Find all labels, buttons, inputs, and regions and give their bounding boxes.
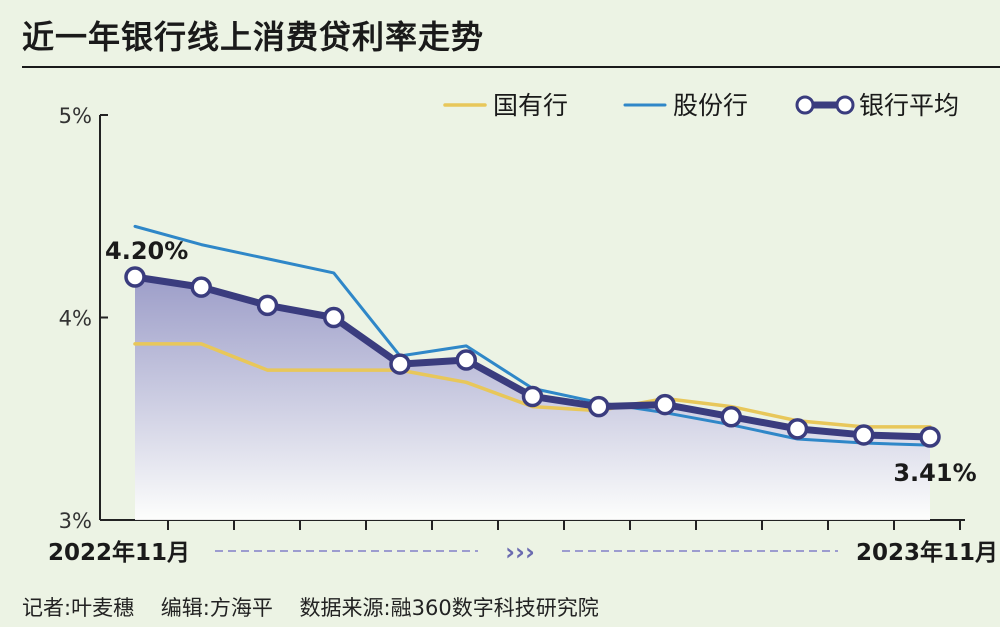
average-point	[654, 393, 676, 416]
data-label: 3.41%	[893, 459, 976, 487]
x-start-label: 2022年11月	[48, 539, 190, 566]
legend-average: 银行平均	[795, 91, 959, 120]
average-point	[588, 395, 610, 418]
page-title: 近一年银行线上消费贷利率走势	[22, 18, 485, 56]
average-point	[455, 349, 477, 371]
y-tick-label: 5%	[59, 104, 92, 128]
average-point	[190, 276, 212, 298]
legend-state-banks: 国有行	[443, 91, 568, 120]
average-point	[256, 294, 279, 317]
average-point	[124, 266, 146, 288]
legend-label: 国有行	[493, 91, 568, 120]
x-end-label: 2023年11月	[856, 539, 998, 566]
average-point	[720, 405, 742, 428]
average-point	[389, 353, 411, 375]
average-point	[853, 424, 875, 446]
average-point	[919, 426, 941, 448]
y-tick-label: 4%	[59, 307, 92, 331]
data-source: 数据来源:融360数字科技研究院	[299, 596, 599, 620]
average-point	[786, 418, 809, 440]
timeline-arrows: ›››	[505, 538, 535, 566]
legend-marker	[795, 95, 815, 115]
legend-label: 银行平均	[859, 91, 959, 120]
legend-label: 股份行	[673, 91, 748, 120]
reporter-credit: 记者:叶麦穗	[22, 596, 135, 620]
title-divider	[22, 66, 1000, 68]
editor-credit: 编辑:方海平	[160, 596, 273, 620]
data-label: 4.20%	[105, 237, 188, 265]
legend-marker	[835, 95, 855, 115]
average-point	[521, 385, 544, 408]
legend-joint-stock: 股份行	[623, 91, 748, 120]
average-point	[323, 306, 345, 329]
y-tick-label: 3%	[59, 509, 92, 533]
footer: 记者:叶麦穗 编辑:方海平 数据来源:融360数字科技研究院	[22, 592, 619, 622]
